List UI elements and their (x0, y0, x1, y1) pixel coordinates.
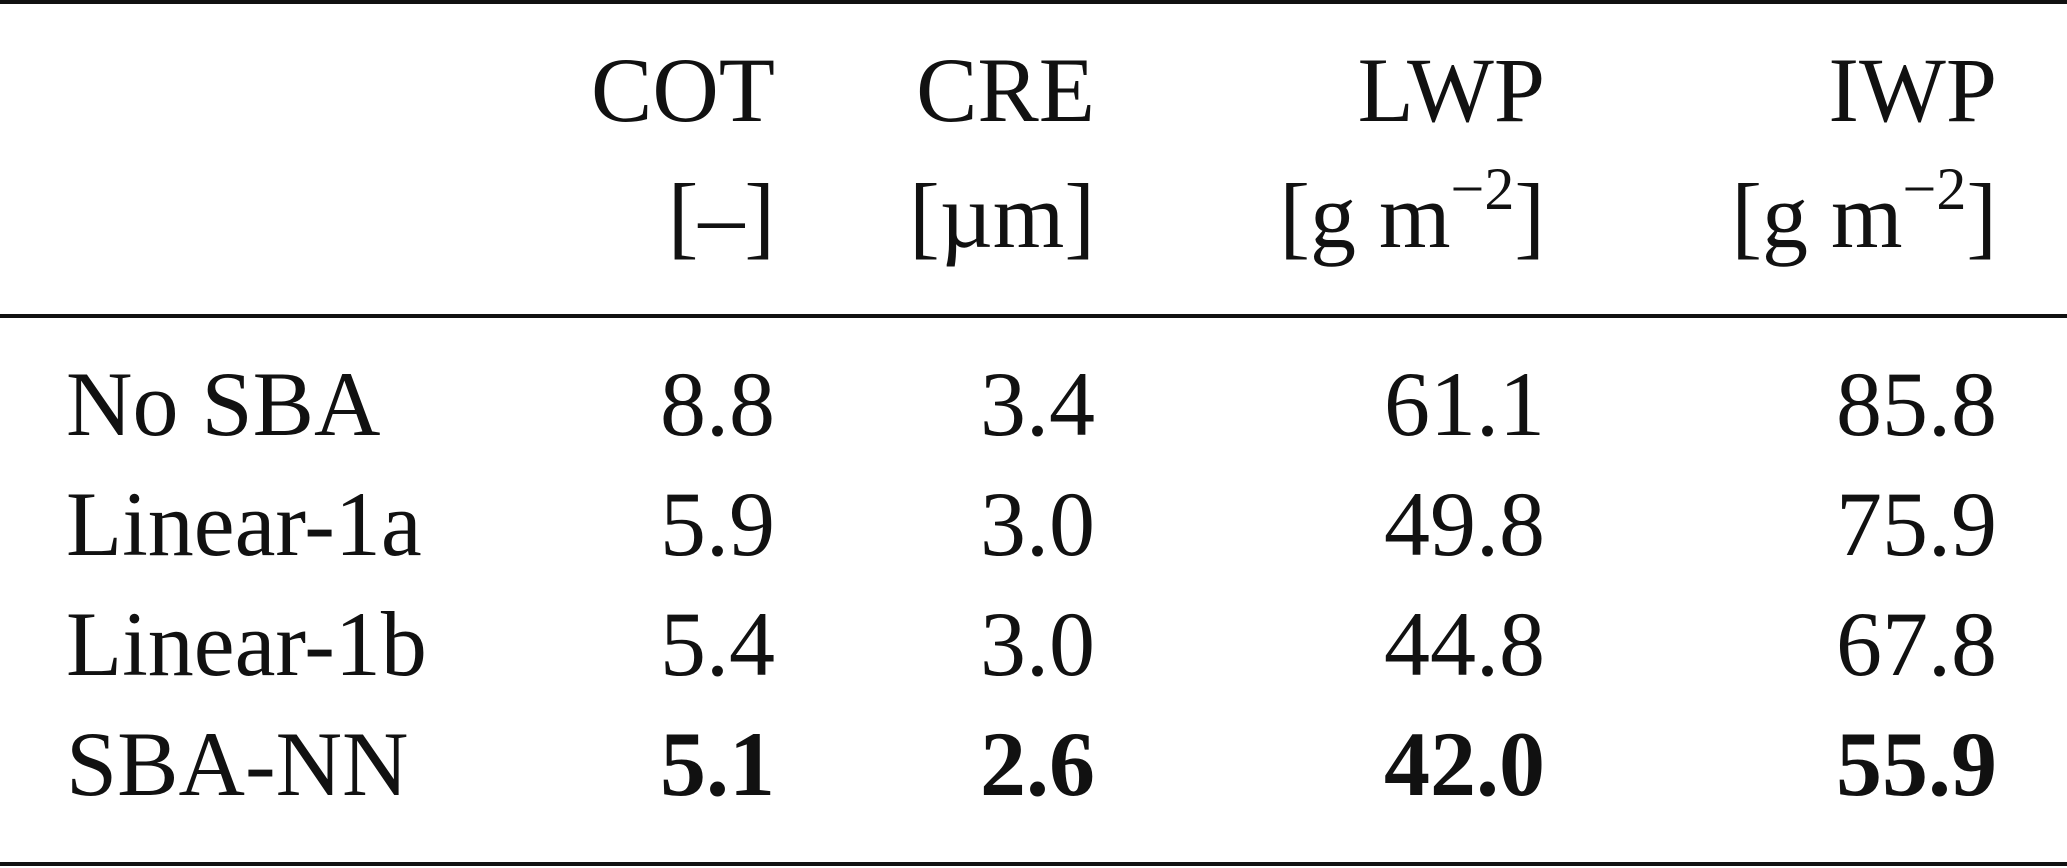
top-rule (0, 0, 2067, 4)
table-cell: 3.0 (980, 593, 1095, 695)
unit-cre: [µm] (909, 165, 1095, 267)
unit-lwp: [g m−2] (1279, 156, 1545, 267)
table-cell: 85.8 (1836, 353, 1997, 455)
row-label: Linear-1a (66, 473, 422, 575)
table-cell: 3.0 (980, 473, 1095, 575)
row-label: No SBA (66, 353, 381, 455)
row-label: SBA-NN (66, 713, 409, 815)
table-cell: 61.1 (1384, 353, 1545, 455)
row-label: Linear-1b (66, 593, 427, 695)
table-cell: 44.8 (1384, 593, 1545, 695)
table-cell: 5.4 (660, 593, 775, 695)
unit-cot: [–] (667, 165, 775, 267)
header-iwp: IWP (1828, 39, 1997, 141)
header-rule (0, 314, 2067, 318)
table-cell: 8.8 (660, 353, 775, 455)
table-cell-best: 5.1 (660, 713, 775, 815)
header-cre: CRE (916, 39, 1095, 141)
table-cell-best: 55.9 (1836, 713, 1997, 815)
header-cot: COT (591, 39, 775, 141)
table-cell: 67.8 (1836, 593, 1997, 695)
header-lwp: LWP (1357, 39, 1545, 141)
table-cell: 75.9 (1836, 473, 1997, 575)
table-cell: 49.8 (1384, 473, 1545, 575)
table-cell: 3.4 (980, 353, 1095, 455)
unit-iwp: [g m−2] (1731, 156, 1997, 267)
table-cell: 5.9 (660, 473, 775, 575)
table-cell-best: 2.6 (980, 713, 1095, 815)
bottom-rule (0, 862, 2067, 866)
table-cell-best: 42.0 (1384, 713, 1545, 815)
